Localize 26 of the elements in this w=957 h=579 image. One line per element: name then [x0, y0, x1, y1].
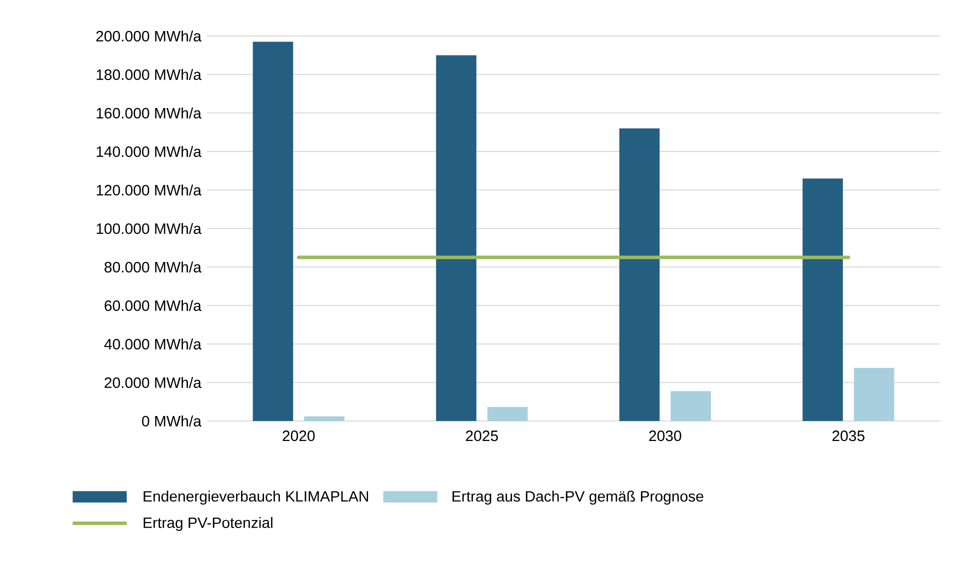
y-tick-label: 60.000 MWh/a — [104, 300, 202, 312]
y-tick-label: 100.000 MWh/a — [96, 222, 202, 234]
bar — [670, 391, 711, 421]
bar — [802, 178, 843, 421]
bar — [854, 368, 894, 421]
y-tick-label: 20.000 MWh/a — [104, 376, 202, 388]
legend-label: Ertrag PV-Potenzial — [144, 517, 272, 531]
bar — [487, 406, 528, 421]
legend-label: Ertrag aus Dach-PV gemäß Prognose — [452, 490, 704, 505]
y-tick-label: 180.000 MWh/a — [96, 68, 202, 80]
y-tick-label: 140.000 MWh/a — [96, 146, 202, 157]
y-tick-label: 80.000 MWh/a — [104, 261, 202, 273]
y-tick-label: 40.000 MWh/a — [104, 338, 202, 350]
y-tick-label: 120.000 MWh/a — [96, 184, 202, 196]
x-tick-label: 2020 — [282, 430, 315, 442]
bar — [436, 55, 476, 421]
x-tick-label: 2035 — [832, 430, 864, 442]
legend-label: Endenergieverbauch KLIMAPLAN — [144, 490, 368, 505]
y-tick-label: 0 MWh/a — [142, 415, 202, 427]
y-tick-label: 160.000 MWh/a — [96, 107, 202, 119]
bar — [252, 42, 294, 421]
y-tick-label: 200.000 MWh/a — [96, 30, 202, 42]
bar — [619, 128, 660, 421]
x-tick-label: 2025 — [466, 430, 498, 442]
bar — [304, 416, 344, 421]
x-tick-label: 2030 — [649, 430, 682, 442]
